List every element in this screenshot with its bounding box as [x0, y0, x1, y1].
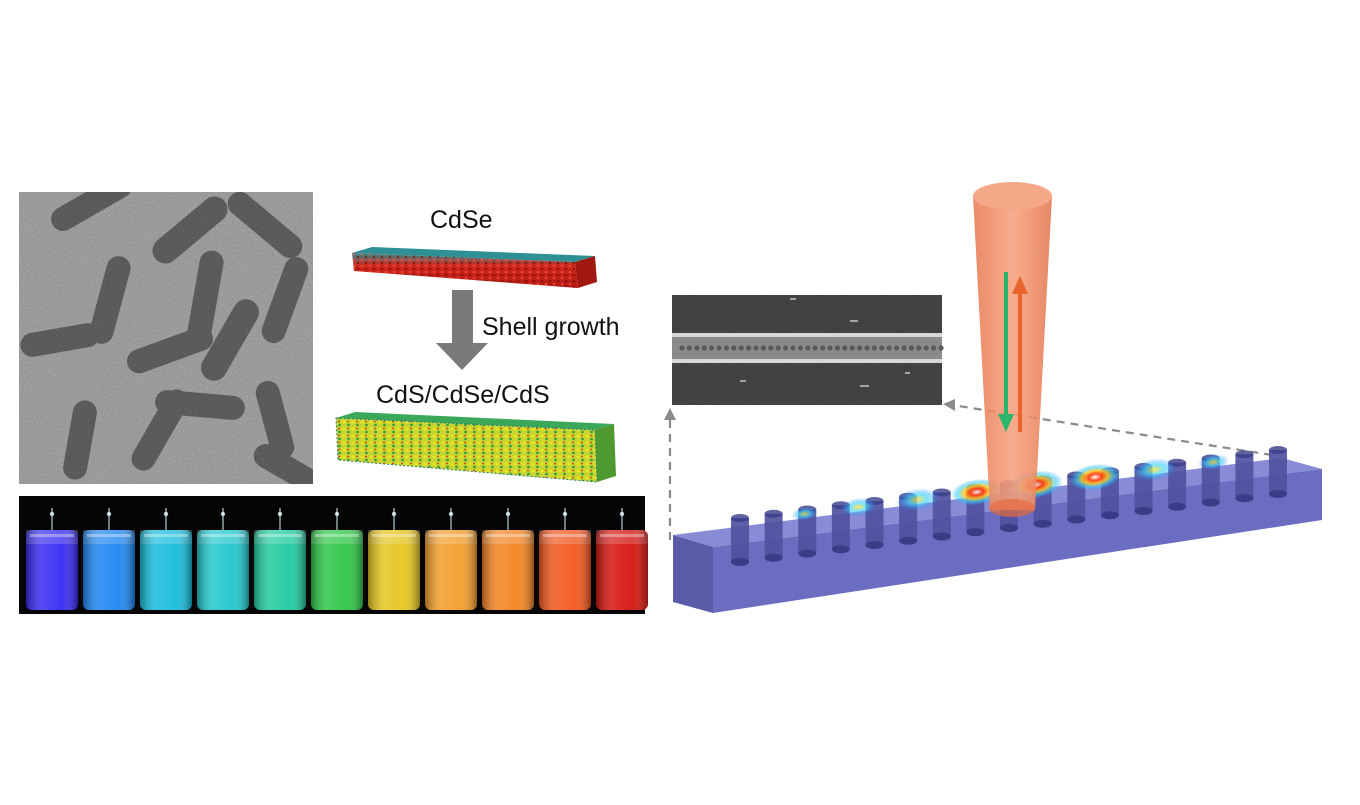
vial: [254, 508, 306, 610]
sem-image: [672, 295, 944, 405]
vial-row: [26, 508, 648, 610]
core-shell-rod-diagram: [335, 412, 616, 483]
shell-growth-arrow: [436, 290, 488, 370]
emission-arrow: [1012, 276, 1028, 432]
pillar: [731, 514, 749, 566]
vial: [311, 508, 363, 610]
laser-beam: [973, 182, 1052, 517]
vial: [368, 508, 420, 610]
pillar: [1269, 446, 1287, 498]
cdse-label: CdSe: [430, 206, 493, 234]
vial: [596, 508, 648, 610]
sem-hole-row: [679, 345, 944, 351]
vial: [539, 508, 591, 610]
vial: [197, 508, 249, 610]
vial: [482, 508, 534, 610]
excitation-arrow: [998, 272, 1014, 432]
pillar: [764, 509, 783, 562]
vial-photo: [19, 496, 648, 614]
tem-micrograph: [19, 192, 313, 484]
pillar: [1235, 450, 1254, 503]
vial: [83, 508, 135, 610]
vial: [425, 508, 477, 610]
vial: [26, 508, 78, 610]
cdse-rod-diagram: [352, 247, 597, 288]
shell-growth-label: Shell growth: [482, 313, 620, 341]
vial: [140, 508, 192, 610]
core-shell-label: CdS/CdSe/CdS: [376, 381, 550, 409]
